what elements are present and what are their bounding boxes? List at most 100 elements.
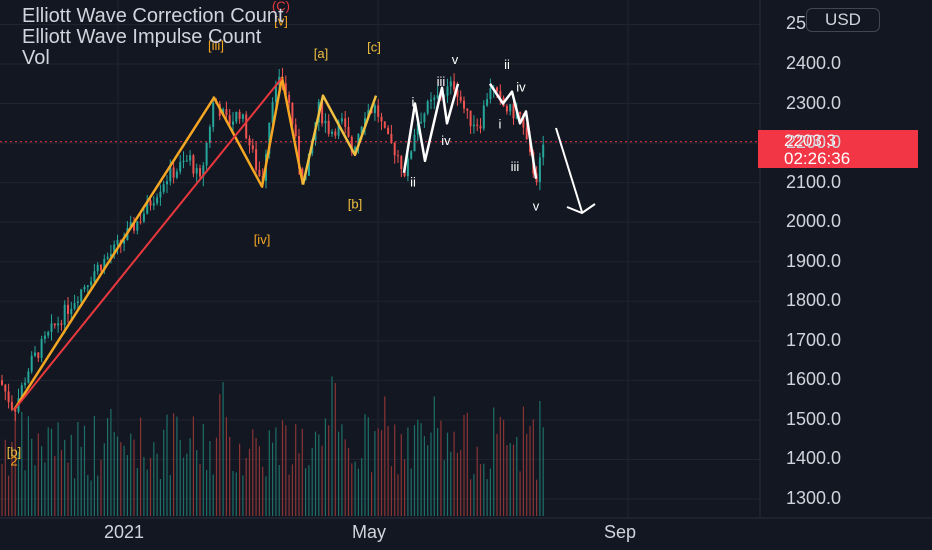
- volume-bar: [179, 440, 181, 516]
- volume-bar: [153, 442, 155, 516]
- volume-bar: [522, 406, 524, 516]
- price-tick-label-partial: 25: [786, 13, 807, 34]
- candle-body: [522, 114, 525, 128]
- volume-bar: [255, 437, 257, 516]
- volume-bar: [367, 417, 369, 516]
- currency-button[interactable]: USD: [806, 8, 880, 32]
- volume-bar: [539, 400, 541, 516]
- candle-body: [47, 331, 50, 336]
- candle-body: [456, 89, 459, 97]
- volume-bar: [281, 420, 284, 516]
- volume-bar: [107, 418, 109, 516]
- volume-bar: [11, 441, 13, 516]
- candle-body: [50, 323, 53, 332]
- volume-bar: [371, 472, 373, 516]
- candle-body: [479, 125, 482, 129]
- candle-body: [100, 264, 102, 271]
- volume-bar: [443, 460, 445, 516]
- time-tick-label: May: [352, 522, 387, 542]
- candle-body: [512, 104, 515, 119]
- wave-label: [iv]: [254, 232, 271, 247]
- candle-body: [212, 102, 215, 127]
- price-tick-label: 1600.0: [786, 369, 842, 390]
- volume-bar: [341, 424, 343, 516]
- volume-bar: [542, 427, 544, 516]
- candle-body: [73, 302, 76, 309]
- candle-body: [37, 352, 40, 358]
- candle-body: [383, 121, 386, 128]
- volume-bar: [427, 445, 429, 516]
- volume-bar: [186, 453, 188, 516]
- volume-bar: [463, 414, 465, 516]
- volume-bar: [87, 474, 89, 516]
- candle-body: [347, 126, 350, 137]
- volume-bar: [361, 458, 363, 516]
- volume-bars: [1, 376, 544, 516]
- volume-bar: [242, 475, 244, 516]
- candle-body: [195, 168, 198, 174]
- candle-body: [96, 264, 99, 272]
- candle-body: [24, 382, 27, 386]
- candle-body: [284, 83, 287, 95]
- candle-body: [397, 155, 399, 157]
- candle-body: [486, 99, 489, 106]
- volume-bar: [163, 429, 165, 516]
- candle-body: [426, 101, 429, 114]
- volume-bar: [430, 432, 432, 516]
- volume-bar: [67, 462, 69, 516]
- volume-bar: [453, 431, 455, 516]
- volume-bar: [423, 436, 425, 516]
- volume-bar: [206, 470, 208, 516]
- volume-bar: [529, 425, 531, 516]
- volume-bar: [450, 451, 452, 516]
- candle-body: [103, 258, 106, 271]
- candle-body: [225, 109, 228, 116]
- volume-bar: [54, 455, 56, 516]
- volume-bar: [166, 414, 168, 516]
- volume-bar: [509, 443, 511, 516]
- candle-body: [258, 169, 261, 176]
- price-tick-label: 1800.0: [786, 290, 842, 311]
- volume-bar: [14, 413, 16, 516]
- volume-bar: [113, 431, 115, 516]
- last-price-value: 2203.3: [784, 131, 836, 150]
- volume-bar: [460, 449, 462, 516]
- volume-bar: [120, 442, 122, 516]
- price-tick-label: 1900.0: [786, 250, 842, 271]
- volume-bar: [470, 479, 472, 516]
- volume-bar: [57, 422, 59, 516]
- candle-body: [10, 401, 13, 410]
- candle-body: [321, 101, 324, 124]
- candle-body: [123, 240, 126, 244]
- volume-bar: [44, 462, 46, 516]
- grid-lines: [0, 0, 932, 519]
- candle-body: [34, 352, 36, 356]
- candle-body: [235, 111, 238, 122]
- candle-body: [133, 222, 135, 231]
- candle-body: [162, 184, 165, 192]
- candle-body: [7, 391, 10, 402]
- candle-body: [274, 84, 277, 103]
- candle-body: [509, 104, 512, 112]
- indicator-legend: Elliott Wave Correction Count Elliott Wa…: [22, 6, 284, 69]
- candle-body: [298, 135, 300, 169]
- wave-label: (C): [272, 0, 290, 14]
- price-tick-label: 2000.0: [786, 211, 842, 232]
- candle-body: [232, 121, 234, 125]
- candle-body: [400, 156, 403, 169]
- candle-body: [466, 108, 469, 111]
- price-tick-label: 1500.0: [786, 408, 842, 429]
- volume-bar: [189, 438, 191, 516]
- volume-bar: [272, 442, 274, 516]
- time-tick-label: 2021: [104, 522, 145, 542]
- candle-body: [60, 323, 63, 325]
- wave-lines: [12, 76, 538, 411]
- volume-bar: [47, 427, 49, 516]
- volume-bar: [295, 424, 297, 516]
- volume-bar: [182, 457, 185, 516]
- volume-bar: [235, 472, 237, 516]
- candle-body: [189, 155, 192, 161]
- volume-bar: [116, 436, 119, 516]
- candle-body: [324, 120, 327, 124]
